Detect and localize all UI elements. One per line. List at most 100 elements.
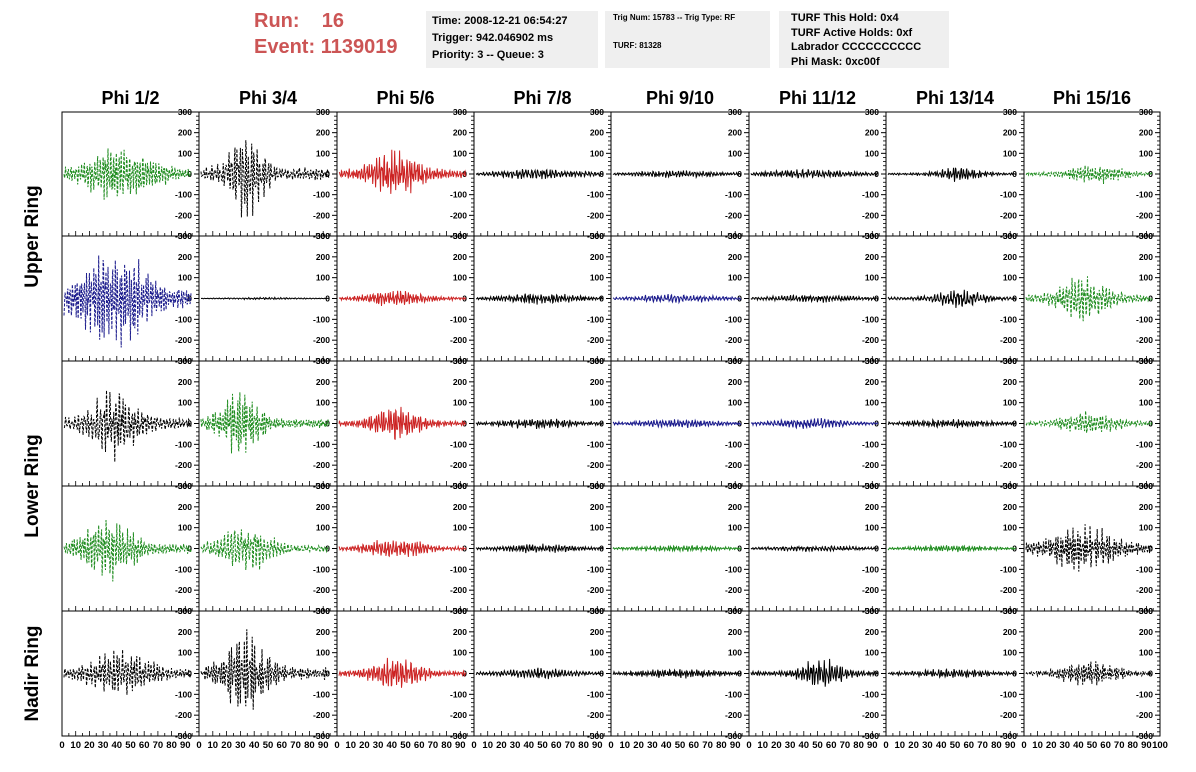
y-tick-label: 300 (728, 231, 742, 241)
y-tick-label: -200 (175, 460, 192, 470)
waveform-trace (1025, 661, 1153, 686)
y-tick-label: 100 (1139, 273, 1153, 283)
y-tick-label: 100 (1003, 273, 1017, 283)
y-tick-label: -200 (587, 585, 604, 595)
y-tick-label: -100 (725, 689, 742, 699)
y-tick-label: -200 (725, 710, 742, 720)
y-tick-label: -300 (175, 731, 192, 741)
waveform-trace (887, 418, 1017, 429)
y-tick-label: -100 (1136, 564, 1153, 574)
y-tick-label: -200 (175, 710, 192, 720)
y-tick-label: 200 (865, 377, 879, 387)
x-tick-label: 70 (702, 740, 713, 751)
run-label: Run: (254, 10, 300, 32)
x-tick-label: 30 (98, 740, 109, 751)
y-tick-label: -100 (450, 564, 467, 574)
y-tick-label: -100 (587, 689, 604, 699)
y-tick-label: -300 (1000, 731, 1017, 741)
x-tick-label: 30 (1060, 740, 1071, 751)
y-tick-label: -100 (1136, 439, 1153, 449)
waveform-trace (338, 290, 467, 307)
waveform-trace (751, 418, 879, 430)
x-tick-label: 40 (112, 740, 123, 751)
y-tick-label: -100 (1136, 190, 1153, 200)
waveform-trace (612, 169, 742, 180)
y-tick-label: -200 (313, 710, 330, 720)
x-tick-label: 30 (922, 740, 933, 751)
phi-column-title: Phi 1/2 (101, 88, 159, 108)
y-tick-label: -100 (313, 314, 330, 324)
x-tick-label: 20 (771, 740, 782, 751)
waveform-trace (887, 544, 1017, 553)
x-tick-label: 100 (1152, 740, 1168, 751)
y-tick-label: -100 (862, 564, 879, 574)
x-tick-label: 50 (675, 740, 686, 751)
y-tick-label: 200 (316, 627, 330, 637)
x-tick-label: 60 (414, 740, 425, 751)
x-tick-label: 20 (496, 740, 507, 751)
y-tick-label: 300 (1003, 231, 1017, 241)
x-tick-label: 60 (277, 740, 288, 751)
x-tick-label: 50 (125, 740, 136, 751)
y-tick-label: 200 (865, 627, 879, 637)
y-tick-label: 300 (865, 606, 879, 616)
y-tick-label: 0 (187, 544, 192, 554)
x-tick-label: 60 (551, 740, 562, 751)
y-tick-label: -200 (1000, 585, 1017, 595)
y-tick-label: 0 (325, 669, 330, 679)
phi-column-title: Phi 5/6 (376, 88, 434, 108)
labrador-text: Labrador CCCCCCCCCC (791, 41, 922, 53)
y-tick-label: -300 (450, 731, 467, 741)
waveform-trace (338, 406, 467, 440)
y-tick-label: -200 (862, 210, 879, 220)
y-tick-label: 300 (1003, 107, 1017, 117)
turf-this-hold-text: TURF This Hold: 0x4 (791, 12, 899, 24)
phi-mask-text: Phi Mask: 0xc00f (791, 55, 880, 68)
waveform-trace (887, 167, 1016, 182)
y-tick-label: 100 (728, 148, 742, 158)
y-tick-label: -100 (725, 314, 742, 324)
waveform-trace (338, 149, 467, 194)
x-tick-label: 50 (812, 740, 823, 751)
x-tick-label: 80 (441, 740, 452, 751)
y-tick-label: -300 (1136, 731, 1153, 741)
x-tick-label: 40 (1073, 740, 1084, 751)
waveform-trace (612, 668, 742, 679)
x-tick-label: 70 (977, 740, 988, 751)
y-tick-label: 300 (453, 356, 467, 366)
y-tick-label: 200 (178, 502, 192, 512)
y-tick-label: 200 (453, 502, 467, 512)
x-tick-label: 80 (853, 740, 864, 751)
y-tick-label: 100 (728, 273, 742, 283)
y-tick-label: -100 (1000, 314, 1017, 324)
x-tick-label: 70 (565, 740, 576, 751)
y-tick-label: 200 (728, 377, 742, 387)
y-tick-label: 200 (178, 377, 192, 387)
y-tick-label: 200 (865, 502, 879, 512)
ring-label: Nadir Ring (22, 625, 43, 721)
y-tick-label: 100 (178, 148, 192, 158)
waveform-trace (887, 667, 1017, 679)
y-tick-label: -100 (587, 439, 604, 449)
y-tick-label: 200 (316, 377, 330, 387)
y-tick-label: 300 (453, 231, 467, 241)
y-tick-label: 100 (590, 648, 604, 658)
y-tick-label: 200 (178, 128, 192, 138)
y-tick-label: -200 (1000, 335, 1017, 345)
y-tick-label: -200 (862, 585, 879, 595)
y-tick-label: 0 (1148, 544, 1153, 554)
y-tick-label: 300 (316, 481, 330, 491)
y-tick-label: 0 (187, 669, 192, 679)
y-tick-label: 0 (187, 169, 192, 179)
y-tick-label: -100 (862, 314, 879, 324)
y-tick-label: -200 (1136, 585, 1153, 595)
